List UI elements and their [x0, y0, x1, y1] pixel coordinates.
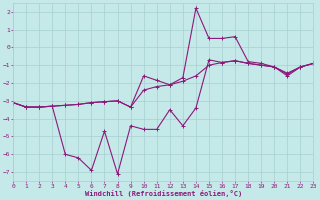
X-axis label: Windchill (Refroidissement éolien,°C): Windchill (Refroidissement éolien,°C): [84, 190, 242, 197]
